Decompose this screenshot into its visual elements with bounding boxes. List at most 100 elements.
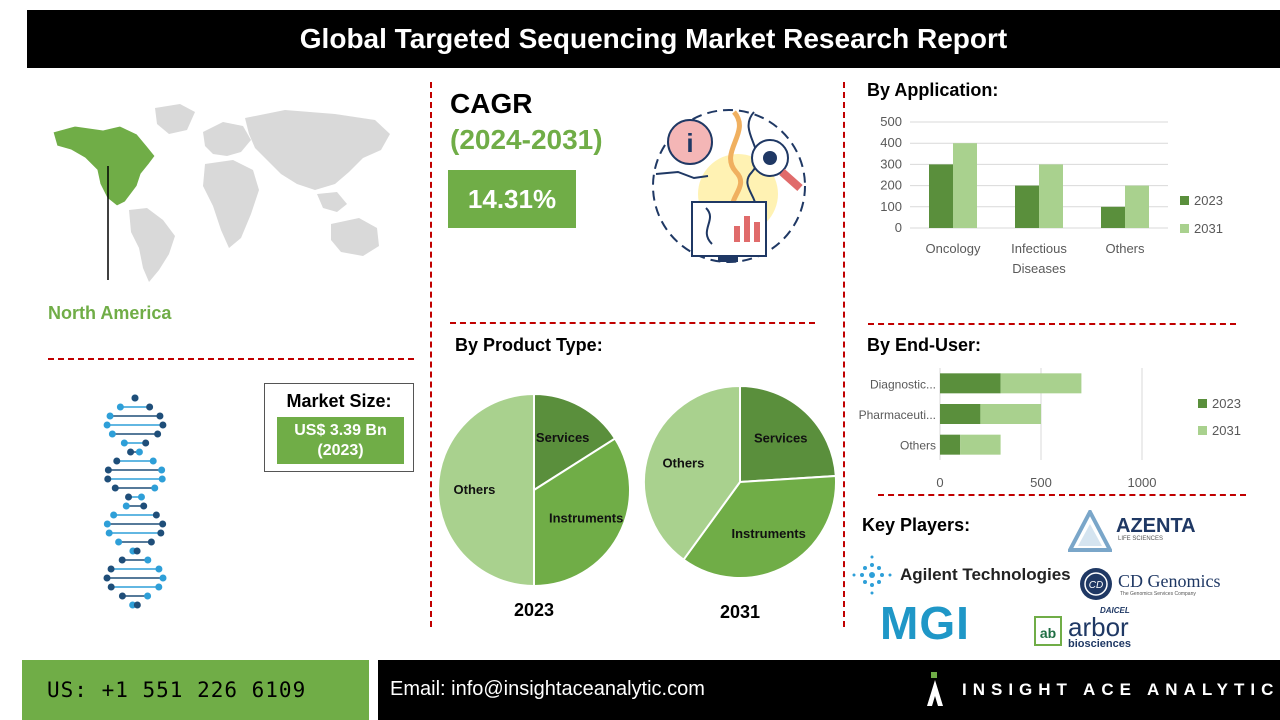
map-asia <box>245 110 390 190</box>
svg-text:i: i <box>686 128 693 158</box>
cagr-value-text: 14.31% <box>467 183 557 214</box>
app-bar-2023-2 <box>1101 206 1125 228</box>
enduser-legend-label: 2023 <box>1212 396 1241 411</box>
footer-email[interactable]: Email: info@insightaceanalytic.com <box>390 678 705 700</box>
agilent-spark-icon <box>852 555 892 595</box>
market-size-amount: US$ 3.39 Bn <box>294 421 387 439</box>
divider-enduser <box>878 494 1246 496</box>
app-y-tick-label: 100 <box>880 199 902 214</box>
pie-slice-services <box>533 392 617 492</box>
app-category-label: Diseases <box>1012 261 1066 276</box>
market-size-value: US$ 3.39 Bn (2023) <box>277 417 404 464</box>
pie-slice-label: Services <box>754 431 808 446</box>
app-legend-swatch-2023 <box>1180 196 1189 205</box>
player-agilent: Agilent Technologies <box>900 565 1071 584</box>
pie-chart-2031: Services Instruments Others 2031 <box>643 384 837 622</box>
application-bar-chart: 0 100 200 300 400 500 Oncology Infectious Diseas… <box>880 114 1223 276</box>
player-cd-genomics-sub: The Genomics Services Company <box>1120 591 1196 597</box>
pie-chart-2023: Services Instruments Others 2023 <box>437 392 631 620</box>
map-greenland <box>155 104 195 134</box>
app-bar-2023-0 <box>929 164 953 228</box>
pie-slice-label: Instruments <box>549 511 623 526</box>
enduser-legend-label: 2031 <box>1212 423 1241 438</box>
app-y-tick-label: 200 <box>880 178 902 193</box>
market-size-year: (2023) <box>317 441 364 459</box>
divider-application <box>868 323 1236 325</box>
report-header: Global Targeted Sequencing Market Resear… <box>27 10 1280 68</box>
enduser-bar-2023-1 <box>940 404 981 424</box>
pie-slice-label: Others <box>662 456 704 471</box>
market-size-box: Market Size: US$ 3.39 Bn (2023) <box>264 383 414 472</box>
enduser-x-tick-label: 0 <box>936 475 943 490</box>
footer-phone[interactable]: US: +1 551 226 6109 <box>47 678 307 702</box>
pie-slice-label: Services <box>536 430 590 445</box>
pie-slice-instruments <box>533 437 631 588</box>
dna-helix-icon <box>103 394 167 609</box>
app-bar-2031-2 <box>1125 185 1149 228</box>
arbor-logo-icon: ab <box>1034 616 1062 646</box>
app-category-label: Oncology <box>926 241 981 256</box>
footer-phone-bar: US: +1 551 226 6109 <box>22 660 369 720</box>
app-y-tick-label: 400 <box>880 135 902 150</box>
pie-year-label: 2023 <box>514 600 554 620</box>
enduser-category-label: Others <box>900 439 936 453</box>
cagr-title: CAGR <box>450 88 533 119</box>
map-europe <box>203 122 251 156</box>
app-category-label: Infectious <box>1011 241 1067 256</box>
world-map <box>52 104 390 282</box>
footer-contact-bar: Email: info@insightaceanalytic.com INSIG… <box>378 660 1280 720</box>
player-azenta: AZENTA <box>1116 515 1196 537</box>
player-arbor: arbor <box>1068 612 1129 642</box>
azenta-logo-icon <box>1068 510 1112 552</box>
pie-slice-services <box>739 384 837 484</box>
map-south-america <box>129 208 175 282</box>
map-australia <box>331 218 379 256</box>
enduser-bar-2023-0 <box>940 373 1001 394</box>
app-y-tick-label: 0 <box>895 220 902 235</box>
pie-slice-others <box>437 392 535 588</box>
pie-slice-instruments <box>682 474 837 579</box>
enduser-bar-2023-2 <box>940 434 961 455</box>
svg-text:ab: ab <box>1040 625 1056 641</box>
app-y-tick-label: 500 <box>880 114 902 129</box>
enduser-bar-2031-2 <box>960 434 1001 455</box>
app-legend-label: 2023 <box>1194 193 1223 208</box>
map-southeast-asia <box>317 192 347 212</box>
pie-slice-others <box>643 384 741 562</box>
app-y-tick-label: 300 <box>880 156 902 171</box>
cagr-period: (2024-2031) <box>450 124 603 155</box>
end-user-bar-chart: 0 500 1000 Diagnostic... Pharmaceuti... Other… <box>859 368 1241 490</box>
app-bar-2031-0 <box>953 143 977 228</box>
map-africa <box>203 160 259 248</box>
player-mgi: MGI <box>880 597 970 649</box>
divider-cagr <box>450 322 815 324</box>
key-players-title: Key Players: <box>862 515 971 535</box>
pie-slice-label: Instruments <box>731 526 805 541</box>
region-label: North America <box>48 303 172 323</box>
enduser-legend-swatch-2023 <box>1198 399 1207 408</box>
footer-brand: INSIGHT ACE ANALYTIC <box>962 680 1280 699</box>
divider-right <box>843 82 845 627</box>
insight-ace-logo-icon <box>927 672 943 706</box>
market-size-title: Market Size: <box>286 391 392 411</box>
end-user-title: By End-User: <box>867 335 982 355</box>
cd-genomics-logo-icon: CD <box>1080 568 1112 600</box>
map-north-america <box>52 125 156 207</box>
product-type-title: By Product Type: <box>455 335 603 355</box>
enduser-bar-2031-1 <box>980 404 1041 424</box>
enduser-bar-2031-0 <box>1000 373 1082 394</box>
svg-text:CD: CD <box>1089 580 1103 591</box>
enduser-x-tick-label: 500 <box>1030 475 1052 490</box>
player-cd-genomics: CD Genomics <box>1118 571 1221 591</box>
app-bar-2023-1 <box>1015 185 1039 228</box>
application-title: By Application: <box>867 80 999 100</box>
player-arbor-sub: biosciences <box>1068 638 1131 650</box>
app-legend-label: 2031 <box>1194 221 1223 236</box>
player-azenta-sub: LIFE SCIENCES <box>1118 536 1164 542</box>
pie-year-label: 2031 <box>720 602 760 622</box>
enduser-category-label: Pharmaceuti... <box>859 408 936 422</box>
divider-left <box>430 82 432 627</box>
enduser-legend-swatch-2031 <box>1198 426 1207 435</box>
app-legend-swatch-2031 <box>1180 224 1189 233</box>
divider-region <box>48 358 414 360</box>
